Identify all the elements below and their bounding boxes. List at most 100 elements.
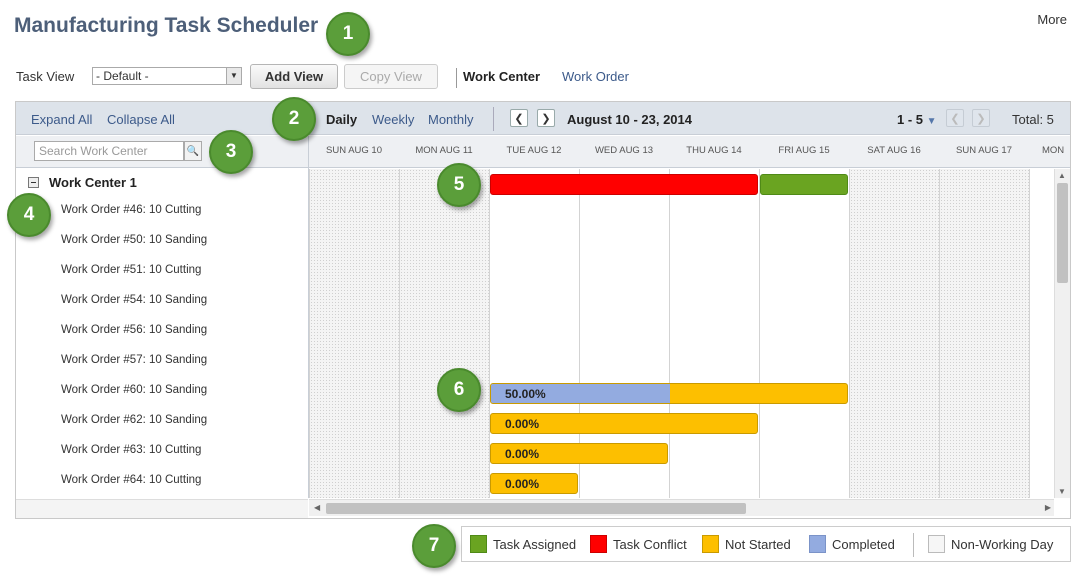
work-order-row[interactable]: Work Order #60: 10 Sanding [61,384,208,396]
day-header: SAT AUG 16 [867,145,921,156]
day-header: WED AUG 13 [594,145,654,156]
pager-value: 1 - 5 [897,112,924,127]
chevron-down-icon[interactable]: ▼ [226,68,241,84]
collapse-icon[interactable] [28,177,39,188]
tab-work-center[interactable]: Work Center [463,69,541,84]
bar-progress-label: 0.00% [505,447,540,461]
scheduler-column-header: Search Work Center 🔍 SUN AUG 10 MON AUG … [16,136,1070,168]
add-view-button[interactable]: Add View [250,64,338,89]
legend-label: Completed [832,536,895,552]
work-order-row[interactable]: Work Order #64: 10 Cutting [61,474,202,486]
legend-label: Non-Working Day [951,536,1054,552]
day-column-nonworking [939,169,1029,498]
scheduler-panel: Expand All Collapse All Daily Weekly Mon… [15,101,1071,519]
tree-footer [16,499,308,518]
work-order-row[interactable]: Work Order #62: 10 Sanding [61,414,208,426]
chevron-left-icon: ❮ [514,112,524,125]
work-order-row[interactable]: Work Order #63: 10 Cutting [61,444,202,456]
callout-6: 6 [437,368,481,412]
task-view-select[interactable]: - Default - ▼ [92,67,242,85]
view-daily[interactable]: Daily [326,112,358,127]
work-order-row[interactable]: Work Order #51: 10 Cutting [61,264,202,276]
more-link[interactable]: More [1037,12,1067,27]
task-bar-wo63[interactable]: 0.00% [490,443,668,464]
work-order-row[interactable]: Work Order #56: 10 Sanding [61,324,208,336]
day-column [759,169,849,498]
task-bar-wo60[interactable]: 50.00% [490,383,848,404]
bar-progress-label: 50.00% [505,387,546,401]
day-column-nonworking [849,169,939,498]
legend-task-assigned: Task Assigned [470,535,576,553]
next-range-button[interactable]: ❯ [537,109,555,127]
vertical-scrollbar[interactable]: ▲ ▼ [1054,169,1070,498]
day-column-nonworking [309,169,399,498]
callout-3: 3 [209,130,253,174]
bar-progress-label: 0.00% [505,477,540,491]
day-column-nonworking [399,169,489,498]
swatch-task-assigned [470,535,487,553]
search-icon[interactable]: 🔍 [184,141,202,161]
view-weekly[interactable]: Weekly [372,112,415,127]
day-header: TUE AUG 12 [506,145,562,156]
legend-label: Task Conflict [613,536,687,552]
resource-tree: Work Center 1 Work Order #46: 10 Cutting… [16,168,308,498]
bar-progress-label: 0.00% [505,417,540,431]
scroll-thumb[interactable] [1057,183,1068,283]
task-bar-wo64[interactable]: 0.00% [490,473,578,494]
page-title: Manufacturing Task Scheduler [14,14,319,37]
legend-completed: Completed [809,535,895,553]
view-monthly[interactable]: Monthly [428,112,474,127]
legend-task-conflict: Task Conflict [590,535,687,553]
collapse-all-link[interactable]: Collapse All [107,112,175,127]
pager-select[interactable]: 1 - 5 ▼ [897,112,937,127]
day-header: SUN AUG 10 [326,145,382,156]
work-order-row[interactable]: Work Order #54: 10 Sanding [61,294,208,306]
scroll-down-icon[interactable]: ▼ [1058,487,1066,496]
swatch-task-conflict [590,535,607,553]
swatch-not-started [702,535,719,553]
legend-label: Task Assigned [493,536,577,552]
work-order-row[interactable]: Work Order #50: 10 Sanding [61,234,208,246]
completed-portion [491,384,670,403]
prev-range-button[interactable]: ❮ [510,109,528,127]
copy-view-button[interactable]: Copy View [344,64,438,89]
task-assigned-bar[interactable] [760,174,848,195]
task-bar-wo62[interactable]: 0.00% [490,413,758,434]
scroll-up-icon[interactable]: ▲ [1058,171,1066,180]
horizontal-scrollbar[interactable]: ◀ ▶ [309,499,1054,516]
day-header: SUN AUG 17 [956,145,1012,156]
swatch-completed [809,535,826,553]
legend-divider [913,533,914,557]
work-center-label: Work Center 1 [49,175,137,190]
prev-page-button[interactable]: ❮ [946,109,964,127]
search-work-center-input[interactable]: Search Work Center [34,141,184,161]
timeline-grid: 50.00% 0.00% 0.00% 0.00% [309,169,1054,498]
next-page-button[interactable]: ❯ [972,109,990,127]
date-range: August 10 - 23, 2014 [567,112,692,127]
chevron-left-icon: ❮ [950,112,960,125]
legend-non-working-day: Non-Working Day [928,535,1053,553]
scroll-thumb[interactable] [326,503,746,514]
callout-4: 4 [7,193,51,237]
scroll-right-icon[interactable]: ▶ [1044,503,1051,512]
task-conflict-bar[interactable] [490,174,758,195]
callout-7: 7 [412,524,456,568]
toolbar-divider [456,68,457,88]
total-count: Total: 5 [1012,112,1054,127]
chevron-right-icon: ❯ [976,112,986,125]
scroll-left-icon[interactable]: ◀ [314,503,321,512]
work-order-row[interactable]: Work Order #46: 10 Cutting [61,204,202,216]
work-order-row[interactable]: Work Order #57: 10 Sanding [61,354,208,366]
day-header: MON AUG 11 [415,145,473,156]
tab-work-order[interactable]: Work Order [562,69,629,84]
day-column [489,169,579,498]
work-center-row[interactable]: Work Center 1 [28,175,137,190]
chevron-right-icon: ❯ [541,112,551,125]
expand-all-link[interactable]: Expand All [31,112,93,127]
day-column [669,169,759,498]
day-header: MON [1042,145,1065,156]
callout-2: 2 [272,97,316,141]
scheduler-toolbar: Expand All Collapse All Daily Weekly Mon… [16,102,1070,135]
panel-divider [308,136,309,498]
callout-5: 5 [437,163,481,207]
